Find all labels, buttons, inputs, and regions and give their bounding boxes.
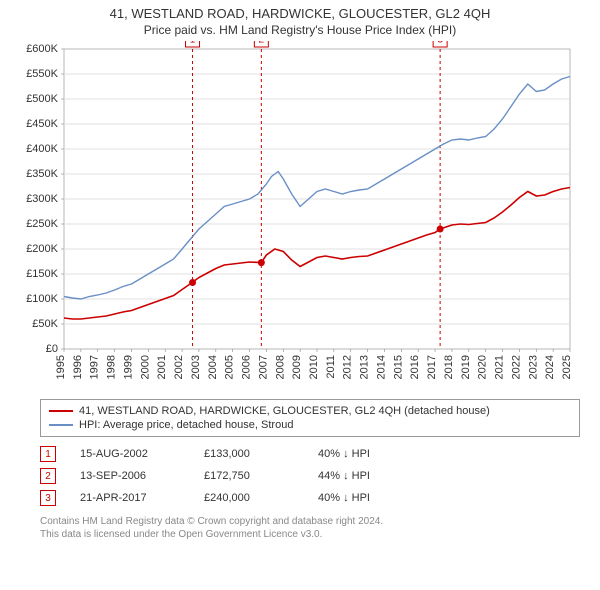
- legend-row: HPI: Average price, detached house, Stro…: [49, 418, 571, 432]
- legend-label: HPI: Average price, detached house, Stro…: [79, 419, 293, 431]
- event-row: 3 21-APR-2017 £240,000 40% ↓ HPI: [40, 487, 580, 509]
- x-tick-label: 2010: [308, 355, 320, 379]
- y-tick-label: £600K: [26, 43, 58, 55]
- x-tick-label: 1998: [106, 355, 118, 379]
- x-tick-label: 2018: [443, 355, 455, 379]
- events-table: 1 15-AUG-2002 £133,000 40% ↓ HPI 2 13-SEP-200…: [40, 443, 580, 509]
- y-tick-label: £50K: [32, 318, 58, 330]
- event-price: £240,000: [204, 492, 294, 504]
- event-date: 13-SEP-2006: [80, 470, 180, 482]
- legend-swatch: [49, 410, 73, 412]
- x-tick-label: 2000: [139, 355, 151, 379]
- x-tick-label: 2016: [409, 355, 421, 379]
- event-price: £133,000: [204, 448, 294, 460]
- event-num-box: 3: [40, 490, 56, 506]
- event-num-box: 1: [40, 446, 56, 462]
- event-marker-3: 3: [437, 41, 443, 46]
- y-tick-label: £250K: [26, 218, 58, 230]
- x-tick-label: 1995: [55, 355, 67, 379]
- event-date: 15-AUG-2002: [80, 448, 180, 460]
- event-delta: 40% ↓ HPI: [318, 492, 408, 504]
- y-tick-label: £150K: [26, 268, 58, 280]
- x-tick-label: 2008: [274, 355, 286, 379]
- x-tick-label: 2020: [477, 355, 489, 379]
- y-tick-label: £500K: [26, 93, 58, 105]
- event-row: 2 13-SEP-2006 £172,750 44% ↓ HPI: [40, 465, 580, 487]
- x-tick-label: 2021: [494, 355, 506, 379]
- y-tick-label: £350K: [26, 168, 58, 180]
- y-tick-label: £300K: [26, 193, 58, 205]
- y-tick-label: £550K: [26, 68, 58, 80]
- x-tick-label: 2012: [342, 355, 354, 379]
- footer-line2: This data is licensed under the Open Gov…: [40, 528, 580, 541]
- chart-title: 41, WESTLAND ROAD, HARDWICKE, GLOUCESTER…: [0, 0, 600, 21]
- chart-area: £0 £50K £100K £150K £200K £250K £300K £350K £400…: [20, 41, 580, 391]
- event-num-box: 2: [40, 468, 56, 484]
- event-delta: 44% ↓ HPI: [318, 470, 408, 482]
- x-tick-label: 2007: [257, 355, 269, 379]
- x-tick-label: 2023: [527, 355, 539, 379]
- x-tick-label: 1999: [122, 355, 134, 379]
- event-row: 1 15-AUG-2002 £133,000 40% ↓ HPI: [40, 443, 580, 465]
- x-tick-label: 2002: [173, 355, 185, 379]
- x-tick-label: 2004: [207, 355, 219, 379]
- x-tick-label: 2025: [561, 355, 573, 379]
- x-tick-label: 2015: [392, 355, 404, 379]
- footer-line1: Contains HM Land Registry data © Crown c…: [40, 515, 580, 528]
- legend-label: 41, WESTLAND ROAD, HARDWICKE, GLOUCESTER…: [79, 405, 490, 417]
- x-tick-label: 2022: [510, 355, 522, 379]
- legend-row: 41, WESTLAND ROAD, HARDWICKE, GLOUCESTER…: [49, 404, 571, 418]
- y-tick-label: £0: [46, 343, 58, 355]
- event-price: £172,750: [204, 470, 294, 482]
- x-tick-label: 2019: [460, 355, 472, 379]
- x-tick-label: 1997: [89, 355, 101, 379]
- x-tick-label: 2017: [426, 355, 438, 379]
- y-tick-label: £450K: [26, 118, 58, 130]
- event-marker-1: 1: [190, 41, 196, 46]
- x-tick-label: 2011: [325, 355, 337, 379]
- event-delta: 40% ↓ HPI: [318, 448, 408, 460]
- x-tick-label: 2003: [190, 355, 202, 379]
- footer-attribution: Contains HM Land Registry data © Crown c…: [40, 515, 580, 541]
- x-tick-label: 2005: [224, 355, 236, 379]
- y-tick-label: £100K: [26, 293, 58, 305]
- chart-subtitle: Price paid vs. HM Land Registry's House …: [0, 21, 600, 41]
- y-tick-label: £400K: [26, 143, 58, 155]
- x-tick-label: 1996: [72, 355, 84, 379]
- chart-svg: £0 £50K £100K £150K £200K £250K £300K £350K £400…: [20, 41, 580, 391]
- x-tick-label: 2009: [291, 355, 303, 379]
- x-tick-label: 2001: [156, 355, 168, 379]
- legend-swatch: [49, 424, 73, 426]
- event-date: 21-APR-2017: [80, 492, 180, 504]
- x-tick-label: 2006: [241, 355, 253, 379]
- x-tick-label: 2014: [375, 355, 387, 379]
- x-tick-label: 2024: [544, 355, 556, 379]
- event-marker-2: 2: [259, 41, 265, 46]
- x-tick-label: 2013: [359, 355, 371, 379]
- legend: 41, WESTLAND ROAD, HARDWICKE, GLOUCESTER…: [40, 399, 580, 437]
- y-tick-label: £200K: [26, 243, 58, 255]
